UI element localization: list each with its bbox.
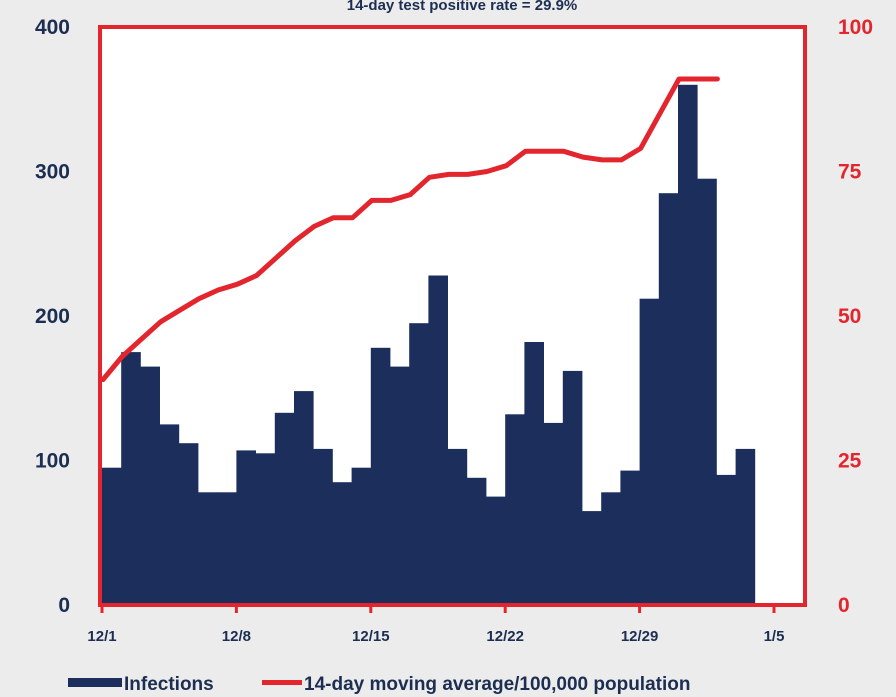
right-axis-ticks: 0 25 50 75 100 <box>838 16 873 617</box>
x-tick-label: 12/22 <box>486 628 524 645</box>
bar-12-8 <box>236 450 256 605</box>
bar-12-10 <box>274 412 295 605</box>
right-tick-label: 50 <box>838 305 861 328</box>
legend-swatch-moving-average <box>262 680 302 685</box>
bar-12-29 <box>639 298 660 605</box>
legend-swatch-infections <box>68 678 122 687</box>
left-tick-label: 200 <box>35 305 70 328</box>
x-tick-label: 12/29 <box>621 628 659 645</box>
bar-12-27 <box>601 492 621 605</box>
bar-12-5 <box>178 443 199 605</box>
bar-12-4 <box>159 424 180 605</box>
moving-average-line <box>100 76 720 383</box>
bar-12-24 <box>543 422 564 605</box>
bar-12-19 <box>447 448 468 605</box>
x-axis-ticks: 12/1 12/8 12/15 12/22 12/29 1/5 <box>87 605 784 645</box>
legend: Infections 14-day moving average/100,000… <box>68 674 690 695</box>
left-tick-label: 300 <box>35 161 70 184</box>
right-tick-label: 75 <box>838 161 862 184</box>
bar-12-23 <box>524 342 544 605</box>
bar-12-1 <box>102 467 122 605</box>
bar-1-2 <box>716 474 736 605</box>
bar-12-25 <box>562 370 583 605</box>
bar-12-7 <box>217 492 237 605</box>
bar-12-26 <box>582 511 602 605</box>
bar-12-11 <box>294 391 314 605</box>
bar-12-16 <box>390 366 410 605</box>
legend-label-moving-average: 14-day moving average/100,000 population <box>304 674 690 695</box>
x-tick-label: 12/8 <box>222 628 251 645</box>
bar-12-14 <box>351 467 372 605</box>
bar-12-2 <box>121 352 141 605</box>
chart-title: 14-day test positive rate = 29.9% <box>347 0 578 14</box>
bar-12-18 <box>428 275 448 605</box>
legend-label-infections: Infections <box>124 674 214 695</box>
bar-12-13 <box>332 482 352 605</box>
right-tick-label: 25 <box>838 450 862 473</box>
x-tick-label: 12/1 <box>87 628 116 645</box>
bar-1-1 <box>697 178 717 605</box>
bar-12-9 <box>255 453 276 605</box>
right-tick-label: 100 <box>838 16 873 39</box>
x-tick-label: 1/5 <box>764 628 785 645</box>
bar-12-17 <box>409 323 429 605</box>
left-tick-label: 0 <box>58 594 70 617</box>
x-tick-label: 12/15 <box>352 628 390 645</box>
plot-frame <box>98 25 807 607</box>
bar-12-31 <box>678 84 698 606</box>
bar-12-30 <box>658 193 679 605</box>
bar-12-15 <box>370 347 391 605</box>
left-tick-label: 400 <box>35 16 70 39</box>
right-tick-label: 0 <box>838 594 850 617</box>
bar-12-28 <box>620 470 640 605</box>
bar-1-3 <box>735 448 756 605</box>
bar-12-6 <box>198 492 218 605</box>
bar-12-20 <box>466 477 487 605</box>
left-axis-ticks: 0 100 200 300 400 <box>35 16 70 617</box>
bar-12-12 <box>313 448 333 605</box>
bar-12-22 <box>505 414 525 605</box>
bar-12-3 <box>140 366 160 605</box>
left-tick-label: 100 <box>35 450 70 473</box>
infection-bars <box>102 84 756 606</box>
bar-12-21 <box>486 496 506 605</box>
